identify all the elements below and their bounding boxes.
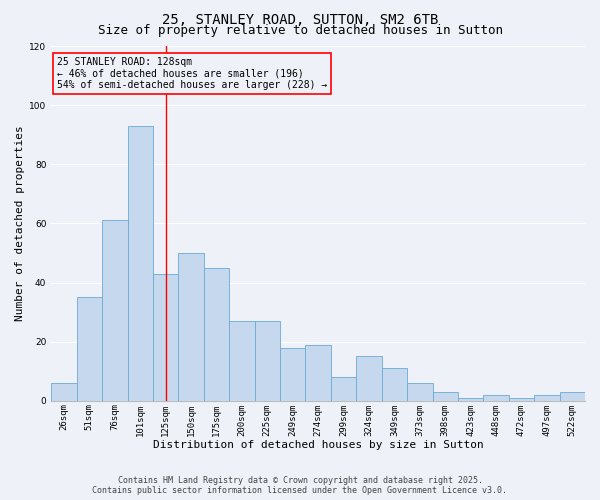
Bar (382, 368, 407, 401)
Bar (77, 298, 102, 401)
Bar (407, 383, 433, 401)
Bar (356, 356, 382, 401)
Bar (229, 321, 254, 401)
Bar (204, 268, 229, 401)
Bar (128, 126, 153, 401)
Text: Contains HM Land Registry data © Crown copyright and database right 2025.
Contai: Contains HM Land Registry data © Crown c… (92, 476, 508, 495)
Bar (433, 392, 458, 401)
Bar (280, 348, 305, 401)
Text: 25 STANLEY ROAD: 128sqm
← 46% of detached houses are smaller (196)
54% of semi-d: 25 STANLEY ROAD: 128sqm ← 46% of detache… (56, 56, 327, 90)
Bar (484, 395, 509, 401)
Bar (331, 377, 356, 401)
Text: 25, STANLEY ROAD, SUTTON, SM2 6TB: 25, STANLEY ROAD, SUTTON, SM2 6TB (162, 12, 438, 26)
Bar (509, 398, 534, 401)
Bar (153, 274, 178, 401)
Bar (254, 321, 280, 401)
Bar (178, 253, 204, 401)
X-axis label: Distribution of detached houses by size in Sutton: Distribution of detached houses by size … (153, 440, 484, 450)
Bar (51, 383, 77, 401)
Bar (560, 392, 585, 401)
Bar (102, 220, 128, 401)
Bar (305, 344, 331, 401)
Bar (458, 398, 484, 401)
Y-axis label: Number of detached properties: Number of detached properties (15, 126, 25, 322)
Bar (534, 395, 560, 401)
Text: Size of property relative to detached houses in Sutton: Size of property relative to detached ho… (97, 24, 503, 37)
